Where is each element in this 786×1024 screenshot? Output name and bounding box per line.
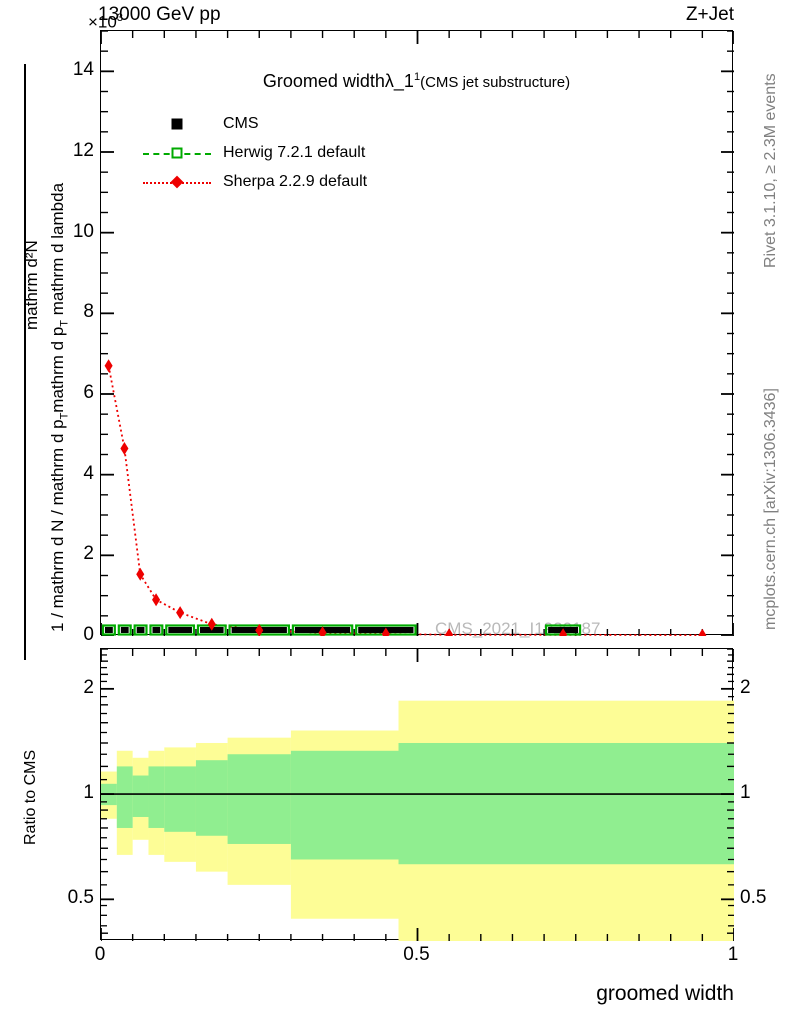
y-tick-label: 4 (83, 462, 94, 484)
legend-key-herwig (143, 145, 211, 161)
ratio-y-tick-label-right: 0.5 (740, 887, 767, 909)
fraction-bar (24, 64, 26, 660)
ratio-y-axis-title: Ratio to CMS (22, 749, 39, 845)
ratio-y-tick-label: 2 (83, 676, 94, 698)
y-tick-label: 6 (83, 382, 94, 403)
y-tick-label: 10 (72, 220, 94, 242)
legend-key-sherpa (143, 174, 211, 190)
mcplots-reference-label: mcplots.cern.ch [arXiv:1306.3436] (762, 388, 779, 630)
process-label: Z+Jet (685, 4, 734, 25)
y-tick-label: 2 (83, 543, 94, 565)
x-axis-title: groomed width (596, 982, 734, 1005)
ratio-y-tick-labels-right: 2 1 0.5 (740, 648, 786, 940)
y-tick-label: 0 (83, 624, 94, 645)
x-tick-label: 0 (94, 944, 106, 965)
y-axis-exponent: ×103 (88, 12, 123, 32)
legend-label-herwig: Herwig 7.2.1 default (223, 143, 366, 161)
legend-label-sherpa: Sherpa 2.2.9 default (223, 172, 368, 190)
ratio-plot-canvas (101, 649, 734, 941)
beam-energy-label: 13000 GeV pp (98, 4, 221, 25)
legend-item-cms[interactable]: CMS (143, 109, 367, 138)
plot-title: Groomed widthλ_11(CMS jet substructure) (262, 71, 571, 91)
open-square-icon (171, 147, 183, 158)
ratio-y-tick-label-right: 1 (740, 782, 751, 804)
ratio-y-tick-labels: 2 1 0.5 (36, 648, 94, 940)
main-plot-canvas (101, 31, 734, 636)
y-axis-title-numerator: mathrm d²N (22, 240, 41, 330)
analysis-watermark: CMS_2021_I1920187 (435, 619, 601, 638)
legend-item-sherpa[interactable]: Sherpa 2.2.9 default (143, 167, 367, 196)
y-tick-label: 8 (83, 301, 94, 323)
legend-key-cms (143, 116, 211, 132)
x-tick-label: 0.5 (403, 944, 430, 965)
rivet-version-label: Rivet 3.1.10, ≥ 2.3M events (762, 73, 779, 268)
y-tick-label: 14 (72, 59, 94, 81)
x-tick-labels: 0 0.5 1 (95, 944, 739, 970)
ratio-y-tick-label-right: 2 (740, 676, 751, 698)
ratio-plot-panel (100, 648, 734, 941)
main-plot-panel: Groomed widthλ_11(CMS jet substructure) … (100, 30, 734, 638)
ratio-y-tick-label: 1 (83, 782, 94, 804)
legend: CMS Herwig 7.2.1 default Sherpa 2.2.9 de… (143, 109, 367, 196)
filled-square-icon (171, 118, 183, 129)
main-y-tick-labels: 0 2 4 6 8 10 12 14 (50, 30, 94, 645)
y-tick-label: 12 (72, 140, 94, 161)
y-axis-title (0, 30, 56, 660)
legend-item-herwig[interactable]: Herwig 7.2.1 default (143, 138, 367, 167)
legend-label-cms: CMS (223, 114, 259, 132)
x-tick-label: 1 (727, 944, 739, 965)
ratio-y-tick-label: 0.5 (67, 887, 94, 909)
